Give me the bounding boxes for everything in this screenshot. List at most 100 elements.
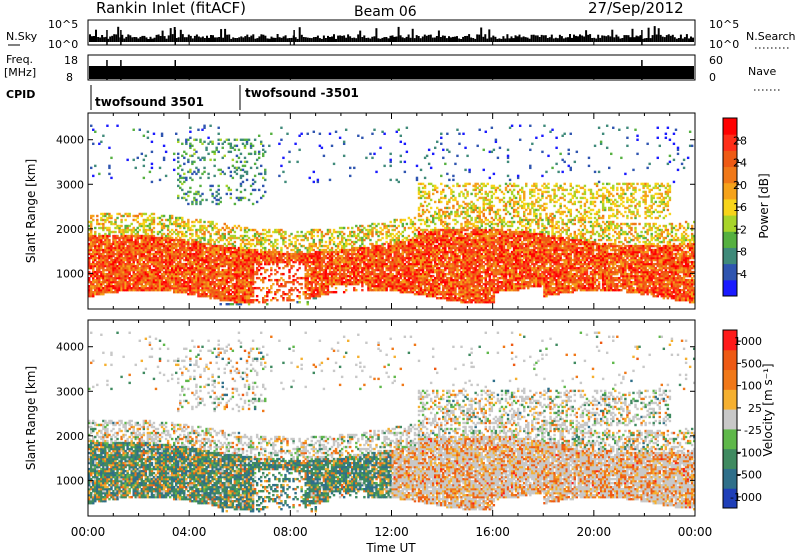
rti-cell <box>310 294 313 298</box>
nsky-bar <box>125 36 128 42</box>
rti-cell <box>146 218 150 222</box>
rti-cell <box>373 286 376 290</box>
nsky-bar <box>633 37 636 42</box>
rti-cell <box>251 268 255 272</box>
rti-cell <box>241 258 245 262</box>
rti-cell <box>142 212 146 216</box>
nsky-bar <box>526 37 529 42</box>
rti-cell <box>409 246 413 250</box>
rti-cell <box>334 250 338 254</box>
rti-cell <box>383 286 386 290</box>
rti-cell <box>221 292 224 296</box>
nsky-bar <box>385 37 388 42</box>
rti-cell <box>124 280 127 284</box>
rti-cell <box>177 280 180 284</box>
rti-cell <box>411 284 415 288</box>
rti-cell <box>185 282 188 286</box>
rti-cell <box>391 282 394 286</box>
rti-cell <box>138 276 141 280</box>
rti-cell <box>241 248 245 252</box>
rti-cell <box>241 282 245 286</box>
rti-cell <box>389 158 392 162</box>
rti-cell <box>385 278 388 282</box>
rti-cell <box>120 262 123 266</box>
rti-cell <box>245 234 249 238</box>
nsearch-tick-high: 10^5 <box>709 18 739 31</box>
rti-cell <box>403 142 407 146</box>
rti-cell <box>213 258 216 262</box>
rti-cell <box>150 220 154 224</box>
rti-cell <box>114 268 117 272</box>
rti-cell <box>140 284 144 288</box>
rti-cell <box>310 266 313 270</box>
rti-cell <box>385 284 388 288</box>
rti-cell <box>245 272 249 276</box>
rti-cell <box>397 288 400 292</box>
rti-cell <box>181 252 184 256</box>
freq-tick-high: 18 <box>64 54 78 67</box>
rti-cell <box>403 244 407 248</box>
nsky-bar <box>577 36 579 42</box>
rti-cell <box>185 270 188 274</box>
rti-cell <box>249 248 253 252</box>
rti-cell <box>306 296 309 300</box>
rti-cell <box>306 264 309 268</box>
rti-cell <box>241 294 245 298</box>
rti-cell <box>328 270 332 274</box>
rti-cell <box>189 228 192 232</box>
rti-cell <box>98 276 101 280</box>
rti-cell <box>217 244 220 248</box>
rti-cell <box>130 228 133 232</box>
rti-cell <box>251 276 255 280</box>
rti-cell <box>245 170 249 174</box>
rti-cell <box>257 286 261 290</box>
rti-cell <box>201 286 204 290</box>
rti-cell <box>160 262 164 266</box>
rti-cell <box>142 222 146 226</box>
rti-cell <box>189 258 192 262</box>
rti-cell <box>175 278 178 282</box>
rti-cell <box>239 190 243 194</box>
rti-cell <box>395 272 398 276</box>
rti-cell <box>100 286 103 290</box>
radar-title: Rankin Inlet (fitACF) <box>96 0 246 17</box>
rti-cell <box>264 150 267 154</box>
rti-cell <box>255 242 259 246</box>
nsky-bar <box>214 37 216 42</box>
rti-cell <box>185 140 188 144</box>
rti-cell <box>154 244 158 248</box>
rti-cell <box>166 224 170 228</box>
rti-cell <box>276 280 279 284</box>
rti-cell <box>189 270 192 274</box>
rti-cell <box>385 254 388 258</box>
rti-cell <box>156 230 160 234</box>
rti-cell <box>322 250 326 254</box>
rti-cell <box>278 252 281 256</box>
rti-cell <box>296 300 299 304</box>
rti-cell <box>245 298 249 302</box>
rti-cell <box>223 294 226 298</box>
rti-cell <box>142 268 146 272</box>
rti-cell <box>282 292 285 296</box>
rti-cell <box>156 242 160 246</box>
cpid-label: CPID <box>6 88 35 101</box>
rti-cell <box>351 234 354 238</box>
rti-cell <box>144 240 148 244</box>
rti-cell <box>229 242 233 246</box>
rti-cell <box>403 240 407 244</box>
rti-cell <box>270 266 273 270</box>
rti-cell <box>88 262 91 266</box>
rti-cell <box>140 254 144 258</box>
rti-cell <box>199 274 202 278</box>
rti-cell <box>282 278 285 282</box>
rti-cell <box>391 244 394 248</box>
rti-cell <box>110 248 113 252</box>
rti-cell <box>359 276 362 280</box>
rti-cell <box>193 280 196 284</box>
nsky-bar <box>454 36 456 42</box>
rti-cell <box>351 282 354 286</box>
rti-cell <box>316 254 320 258</box>
rti-cell <box>168 276 172 280</box>
rti-cell <box>166 236 170 240</box>
